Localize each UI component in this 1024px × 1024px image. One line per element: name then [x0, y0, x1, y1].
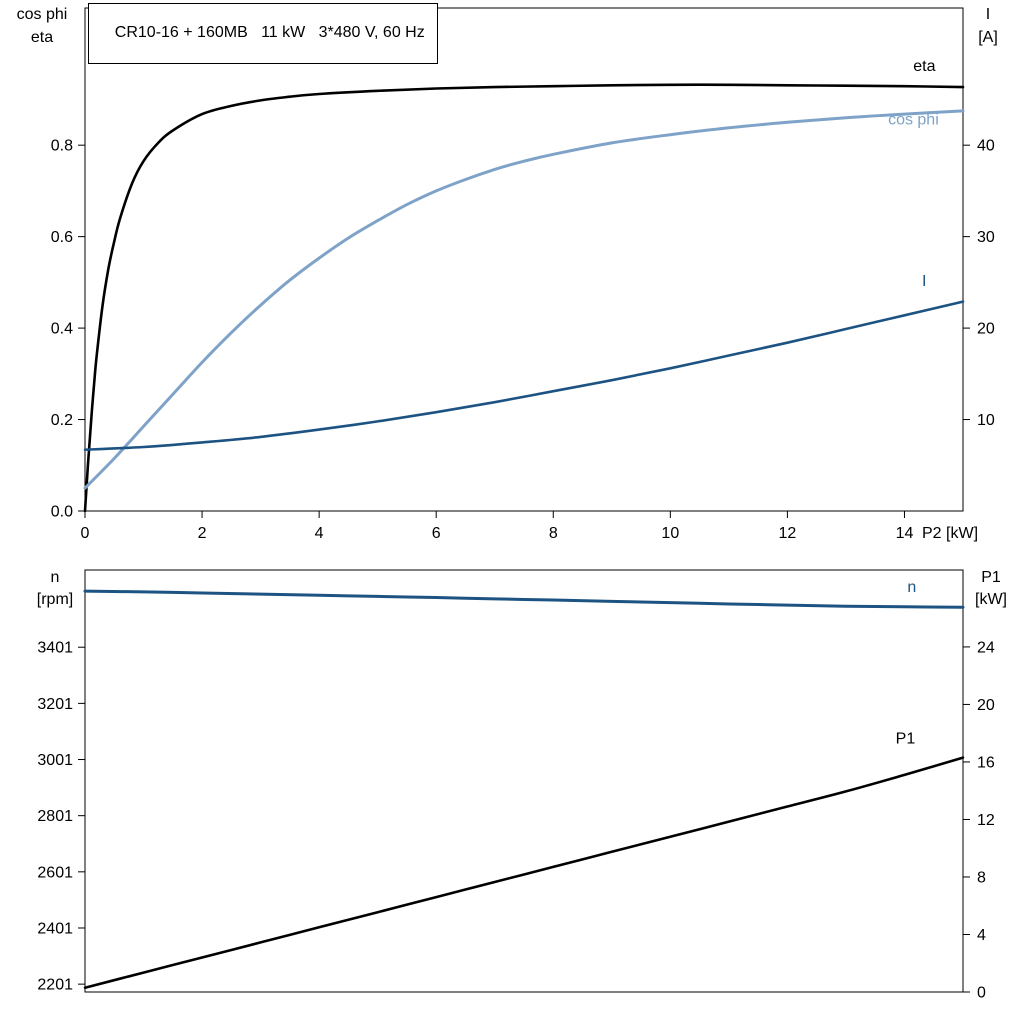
speed-and-input-power-plot-frame [84, 569, 964, 993]
motor-performance-plot-frame [84, 7, 964, 512]
curve-P1 [83, 756, 965, 989]
y-right-tick-label: 10 [977, 412, 995, 429]
curve-label-I: I [922, 273, 926, 290]
x-tick-label: 12 [779, 525, 797, 542]
y-left-tick-label: 3001 [37, 752, 73, 769]
y-left-axis-title: cos phi [17, 6, 68, 23]
y-left-tick-label: 2201 [37, 977, 73, 994]
y-left-axis-title: [rpm] [37, 591, 73, 608]
y-left-tick-label: 2401 [37, 920, 73, 937]
chart-title: CR10-16 + 160MB 11 kW 3*480 V, 60 Hz [114, 24, 425, 41]
x-tick-label: 8 [549, 525, 558, 542]
curve-label-n: n [907, 579, 916, 596]
y-right-tick-label: 20 [977, 697, 995, 714]
y-right-tick-label: 40 [977, 138, 995, 155]
x-tick-label: 0 [81, 525, 90, 542]
y-right-tick-label: 30 [977, 229, 995, 246]
x-tick-label: 10 [661, 525, 679, 542]
x-tick-label: 4 [315, 525, 324, 542]
curve-label-eta: eta [913, 58, 935, 75]
y-right-tick-label: 8 [977, 869, 986, 886]
x-tick-label: 14 [896, 525, 914, 542]
y-right-tick-label: 20 [977, 321, 995, 338]
y-left-axis-title: n [51, 569, 60, 586]
y-right-tick-label: 12 [977, 812, 995, 829]
y-right-tick-label: 4 [977, 927, 986, 944]
y-left-tick-label: 0.2 [51, 412, 73, 429]
y-left-tick-label: 0.6 [51, 229, 73, 246]
y-left-tick-label: 0.4 [51, 321, 73, 338]
y-right-tick-label: 0 [977, 985, 986, 1002]
y-left-tick-label: 2801 [37, 808, 73, 825]
y-right-axis-title: P1 [981, 569, 1001, 586]
curve-label-P1: P1 [896, 730, 916, 747]
y-left-axis-title: eta [31, 29, 53, 46]
x-tick-label: 6 [432, 525, 441, 542]
y-right-axis-title: I [986, 6, 990, 23]
y-right-axis-title: [A] [978, 29, 998, 46]
y-right-tick-label: 16 [977, 754, 995, 771]
curve-label-cos-phi: cos phi [888, 112, 939, 129]
y-right-tick-label: 24 [977, 639, 995, 656]
curve-n [83, 589, 965, 609]
y-right-axis-title: [kW] [975, 591, 1007, 608]
curve-I [83, 300, 965, 451]
y-left-tick-label: 3201 [37, 696, 73, 713]
x-axis-title: P2 [kW] [922, 525, 978, 542]
x-tick-label: 2 [198, 525, 207, 542]
y-left-tick-label: 3401 [37, 640, 73, 657]
y-left-tick-label: 2601 [37, 864, 73, 881]
curve-cos-phi [83, 109, 965, 490]
chart-title-box: CR10-16 + 160MB 11 kW 3*480 V, 60 Hz [88, 3, 438, 64]
curve-eta [83, 83, 965, 513]
y-left-tick-label: 0.0 [51, 504, 73, 521]
y-left-tick-label: 0.8 [51, 138, 73, 155]
